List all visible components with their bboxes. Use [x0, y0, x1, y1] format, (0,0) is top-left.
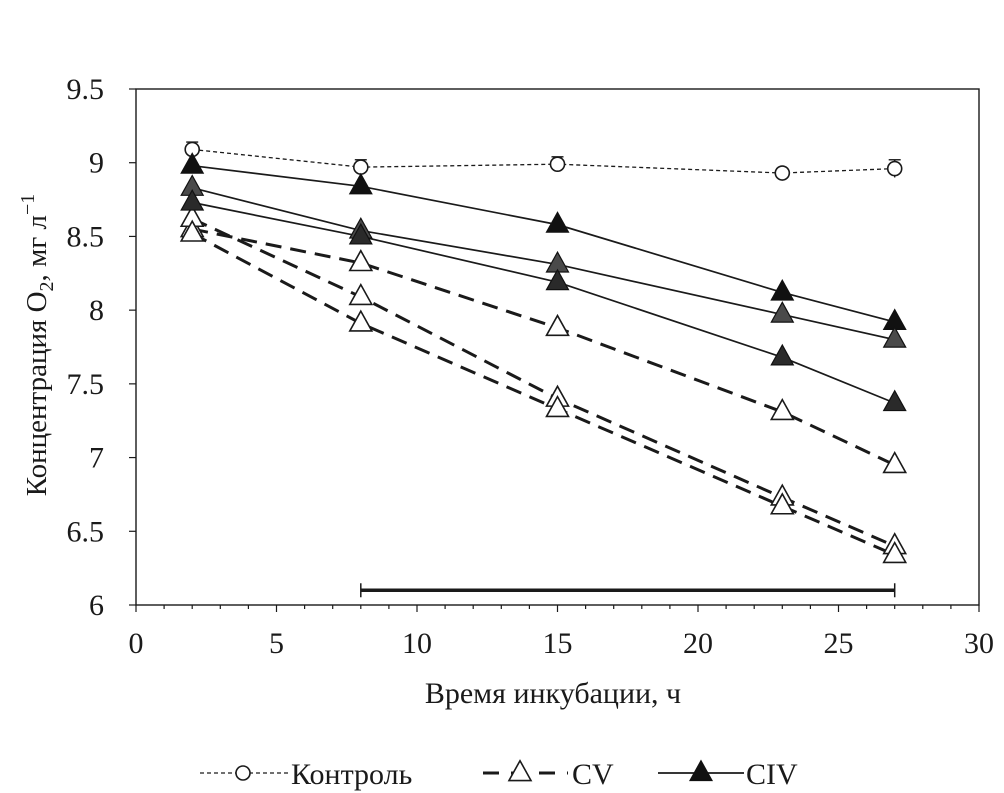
- civ-point: [180, 152, 205, 174]
- civ-point: [180, 189, 205, 211]
- cv-series-line: [191, 227, 896, 467]
- legend-cv-marker: [507, 759, 533, 782]
- x-tick-label: 25: [824, 627, 854, 660]
- civ-point: [770, 343, 795, 366]
- control-point: [774, 165, 791, 181]
- x-tick-label: 0: [129, 627, 144, 660]
- cv-point: [545, 313, 570, 337]
- civ-point: [545, 211, 570, 233]
- x-tick-label: 30: [964, 627, 994, 660]
- x-tick-label: 10: [402, 627, 432, 660]
- legend-civ-label: CIV: [746, 758, 798, 791]
- y-tick-label: 8.5: [67, 220, 105, 253]
- legend-control-label: Контроль: [291, 758, 412, 791]
- y-tick-label: 6.5: [67, 515, 105, 548]
- civ-point: [770, 301, 795, 323]
- x-tick-label: 20: [683, 627, 713, 660]
- cv-point: [769, 397, 795, 421]
- y-axis-title-subscript: 2: [36, 281, 58, 291]
- y-tick-label: 6: [89, 589, 104, 622]
- y-axis-title-comma: ,: [21, 267, 53, 282]
- control-series-line: [192, 148, 895, 174]
- cv-point: [348, 309, 374, 332]
- y-tick-label: 7.5: [67, 368, 105, 401]
- y-tick-label: 9.5: [67, 73, 105, 106]
- x-tick-label: 5: [269, 627, 284, 660]
- cv-point: [545, 394, 570, 418]
- x-tick-label: 15: [543, 627, 573, 660]
- x-axis-title: Время инкубации, ч: [425, 677, 681, 710]
- control-point: [886, 160, 903, 177]
- y-tick-label: 8: [89, 294, 104, 327]
- civ-point: [882, 326, 907, 348]
- y-axis-title-main: Концентрация O: [21, 291, 53, 496]
- legend-cv-label: CV: [572, 758, 614, 791]
- cv-point: [882, 451, 908, 474]
- civ-point: [770, 278, 795, 301]
- y-axis-title-superscript: −1: [17, 194, 39, 215]
- civ-point: [545, 268, 570, 291]
- civ-series-line: [192, 201, 896, 404]
- civ-point: [348, 222, 373, 245]
- control-point: [352, 159, 369, 175]
- cv-point: [769, 492, 795, 515]
- cv-point: [348, 282, 374, 306]
- cv-point: [882, 540, 908, 564]
- civ-point: [348, 172, 373, 195]
- y-tick-label: 7: [89, 442, 104, 475]
- y-axis-title: Концентрация O2, мг л−1: [17, 194, 58, 497]
- legend-civ-marker: [688, 759, 714, 782]
- legend-control-marker: [235, 765, 251, 781]
- cv-point: [348, 249, 374, 272]
- y-axis-title-units: мг л: [21, 215, 53, 267]
- control-point: [549, 156, 566, 172]
- legend: Контроль CV CIV: [200, 758, 798, 791]
- civ-point: [882, 389, 907, 412]
- y-tick-label: 9: [89, 147, 104, 180]
- cv-point: [179, 219, 205, 242]
